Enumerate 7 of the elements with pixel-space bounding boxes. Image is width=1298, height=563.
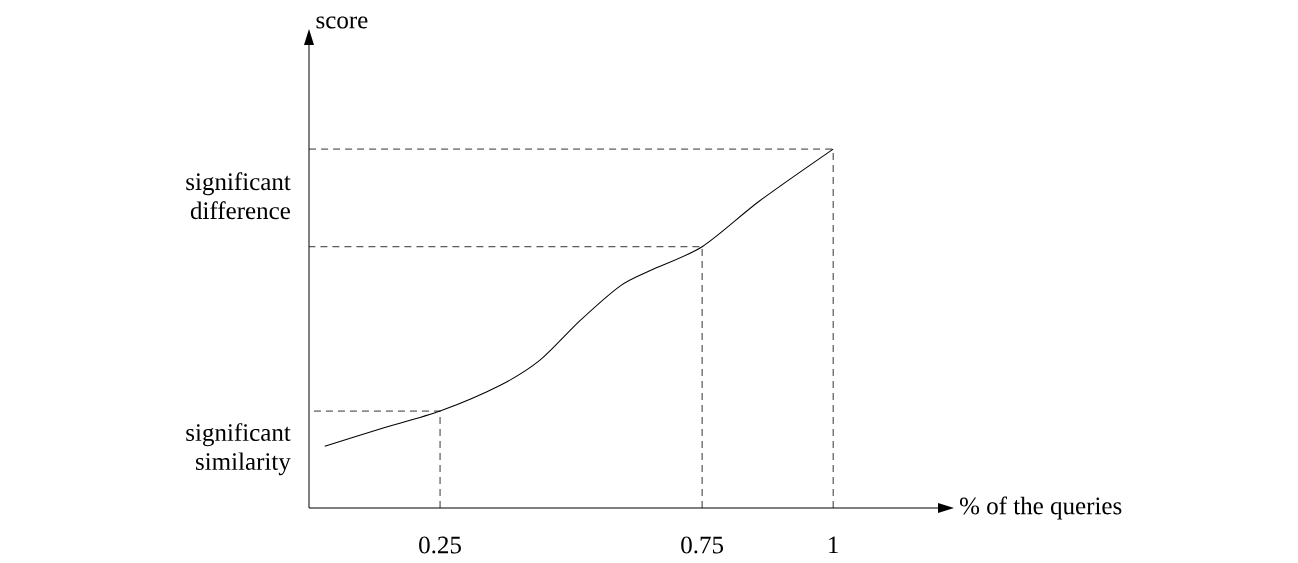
x-tick-label: 0.75 xyxy=(681,536,724,554)
x-tick-label: 1 xyxy=(829,536,838,554)
text: significant similarity xyxy=(186,423,291,476)
x-tick-label: 0.25 xyxy=(419,536,461,554)
text: significant difference xyxy=(186,172,291,220)
y-axis-title: score xyxy=(316,16,368,29)
x-axis-title: % of the queries xyxy=(959,496,1122,520)
